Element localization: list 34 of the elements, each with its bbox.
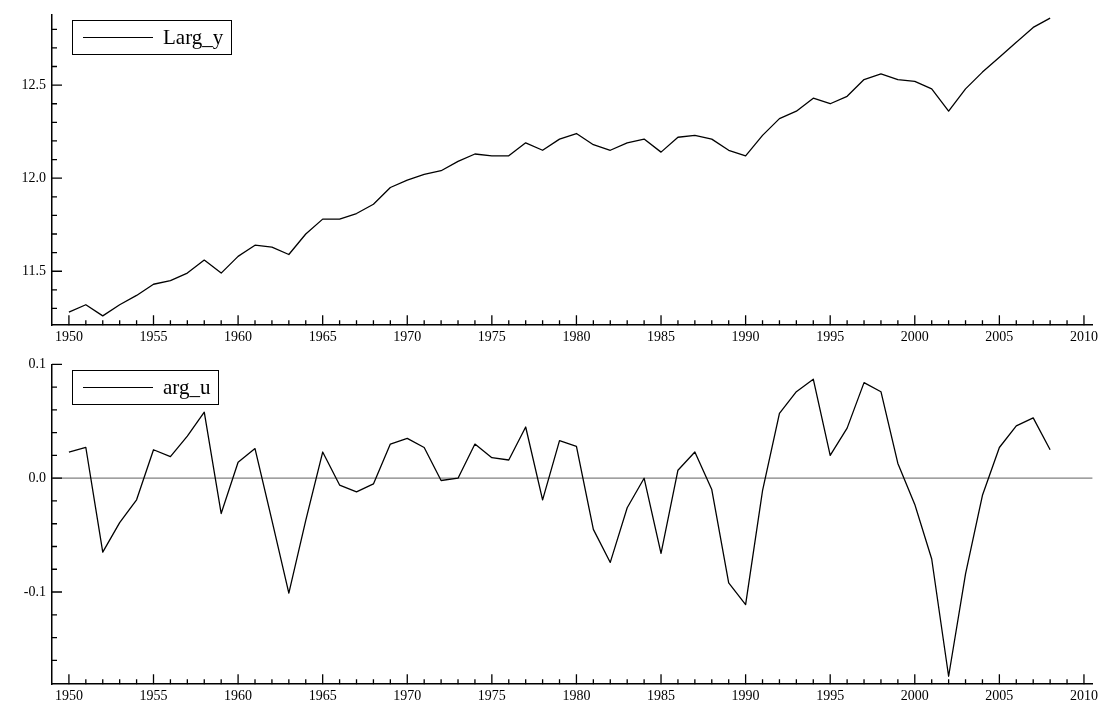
legend-label: Larg_y (163, 25, 224, 51)
x-tick-label: 2000 (900, 688, 929, 704)
y-tick-label: 11.5 (22, 262, 46, 278)
x-tick-label: 2010 (1069, 688, 1098, 704)
x-tick-label: 1950 (54, 329, 83, 345)
legend-label: arg_u (163, 375, 211, 401)
x-tick-label: 1960 (224, 688, 253, 704)
x-tick-label: 1980 (562, 329, 591, 345)
x-tick-label: 1970 (393, 329, 422, 345)
y-tick-label: 0.1 (28, 356, 46, 372)
x-tick-label: 2005 (985, 329, 1014, 345)
x-tick-label: 1955 (139, 329, 168, 345)
x-tick-label: 1975 (477, 329, 506, 345)
x-tick-label: 1990 (731, 688, 760, 704)
x-tick-label: 1965 (308, 329, 337, 345)
x-tick-label: 1950 (54, 688, 83, 704)
x-tick-label: 1965 (308, 688, 337, 704)
x-tick-label: 1970 (393, 688, 422, 704)
x-tick-label: 1955 (139, 688, 168, 704)
y-tick-label: 0.0 (28, 469, 46, 485)
x-tick-label: 1980 (562, 688, 591, 704)
x-tick-label: 2000 (900, 329, 929, 345)
x-tick-label: 1995 (816, 329, 845, 345)
x-tick-label: 1990 (731, 329, 760, 345)
x-tick-label: 1975 (477, 688, 506, 704)
x-tick-label: 1995 (816, 688, 845, 704)
x-tick-label: 1985 (647, 329, 676, 345)
y-tick-label: 12.5 (21, 76, 46, 92)
x-tick-label: 2010 (1069, 329, 1098, 345)
y-tick-label: -0.1 (23, 583, 46, 599)
x-tick-label: 1985 (647, 688, 676, 704)
x-tick-label: 2005 (985, 688, 1014, 704)
y-tick-label: 12.0 (21, 169, 46, 185)
x-tick-label: 1960 (224, 329, 253, 345)
